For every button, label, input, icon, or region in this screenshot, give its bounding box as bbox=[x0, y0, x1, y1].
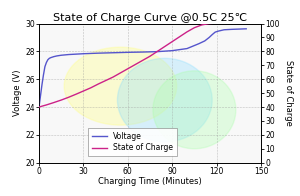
Y-axis label: Voltage (V): Voltage (V) bbox=[13, 70, 22, 116]
Y-axis label: State of Charge: State of Charge bbox=[284, 60, 293, 126]
Ellipse shape bbox=[153, 71, 236, 149]
Ellipse shape bbox=[117, 58, 212, 142]
Legend: Voltage, State of Charge: Voltage, State of Charge bbox=[88, 128, 177, 156]
Title: State of Charge Curve @0.5C 25℃: State of Charge Curve @0.5C 25℃ bbox=[53, 13, 247, 23]
Ellipse shape bbox=[64, 47, 177, 125]
X-axis label: Charging Time (Minutes): Charging Time (Minutes) bbox=[98, 177, 202, 186]
